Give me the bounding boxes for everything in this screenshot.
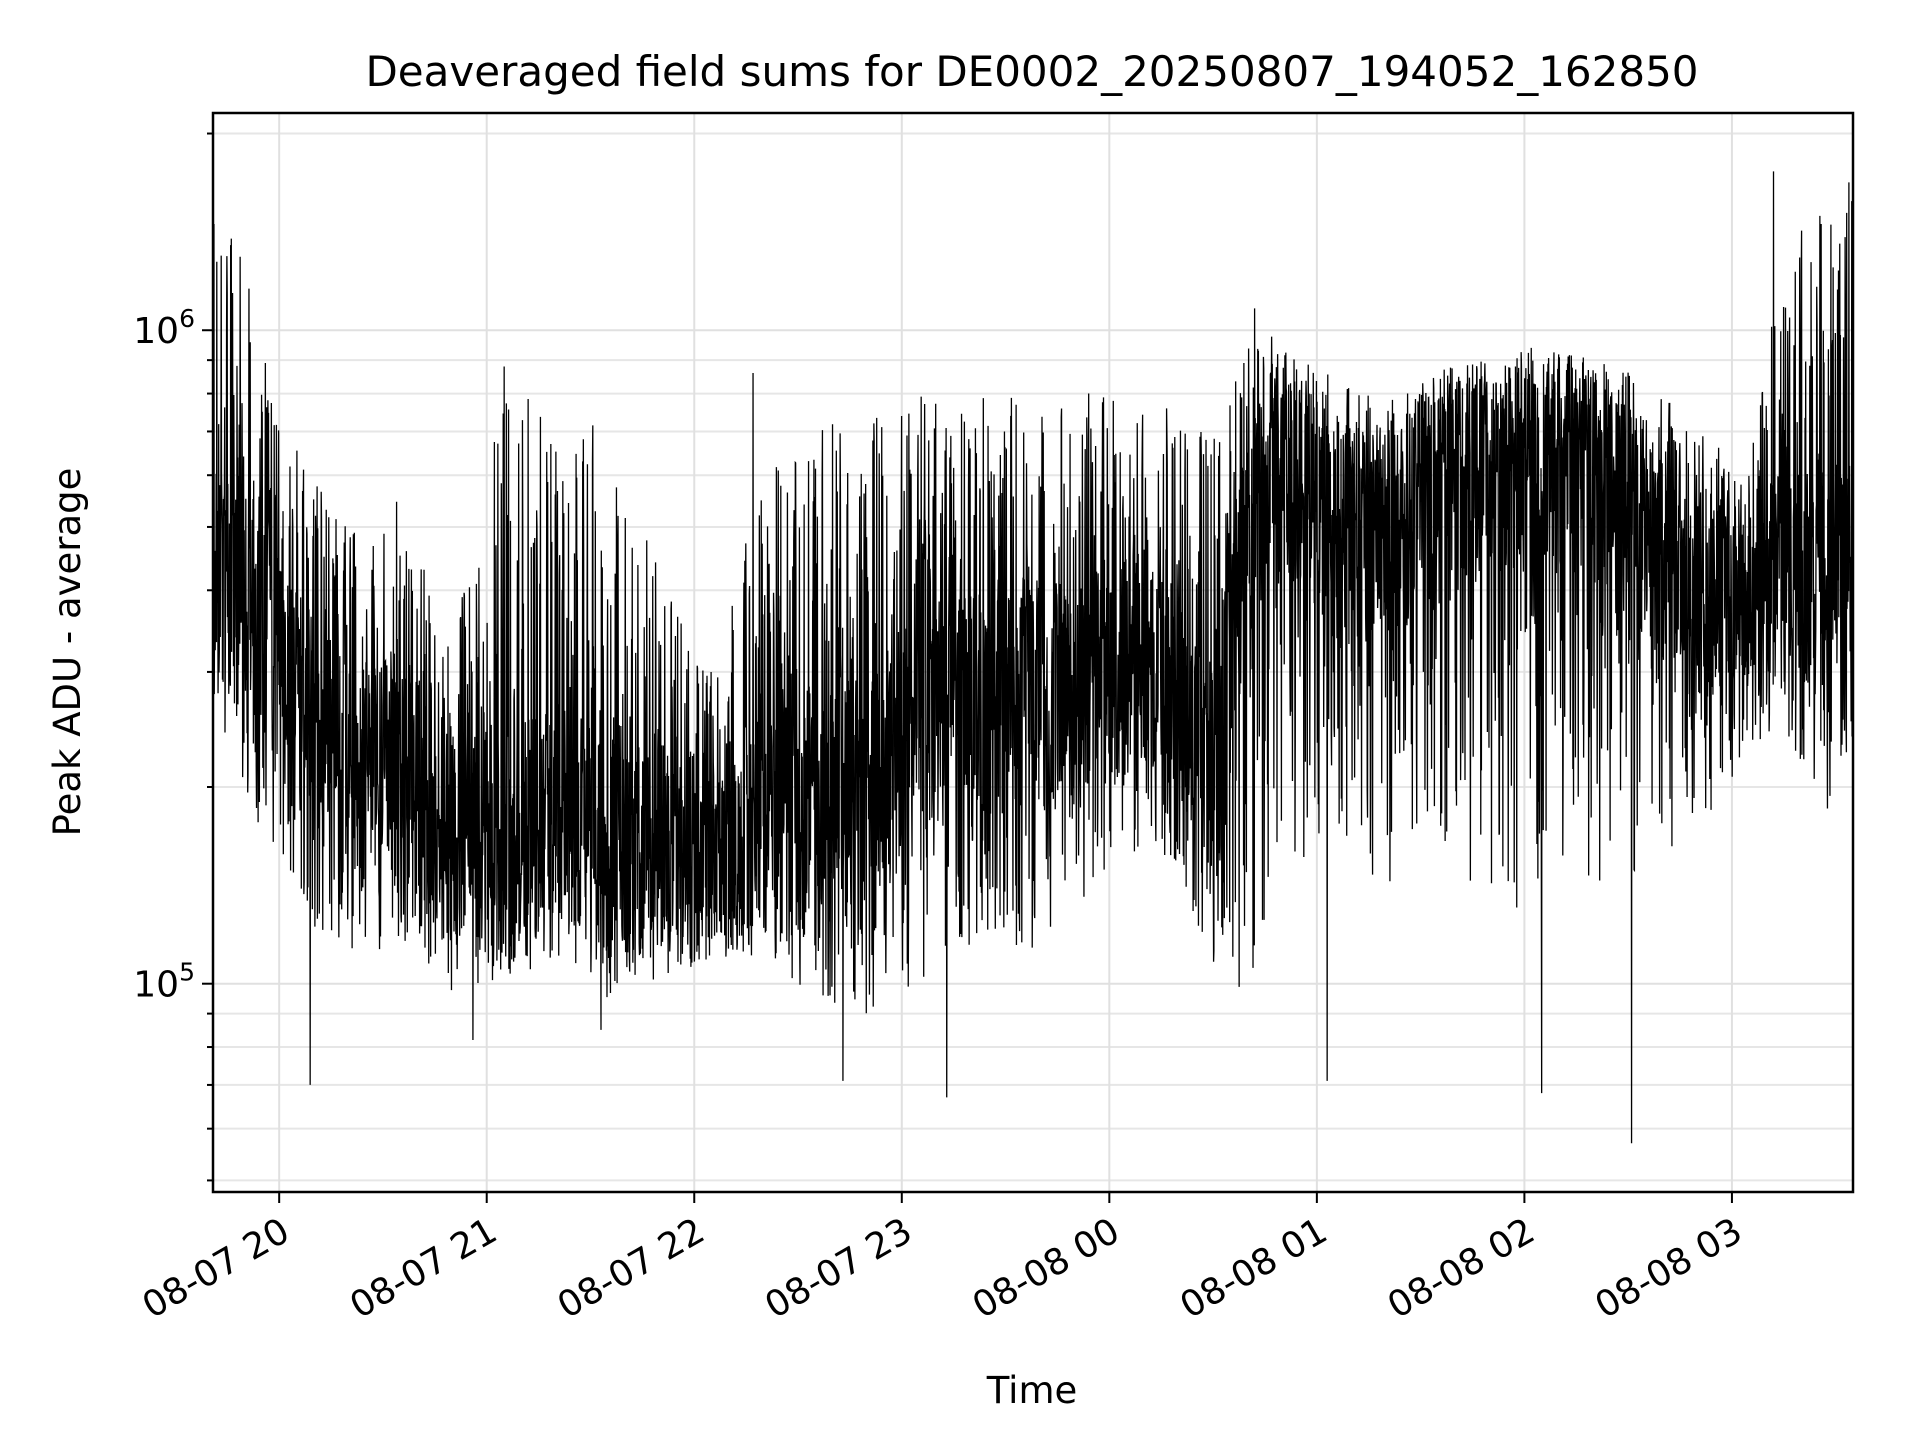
- series-line: [212, 171, 1854, 1144]
- y-tick-label: 106: [133, 304, 195, 352]
- plot-frame: [211, 111, 1855, 1194]
- y-tick-label-exponent: 6: [179, 304, 195, 333]
- y-tick-label-base: 10: [133, 311, 179, 352]
- series-group: [212, 171, 1854, 1144]
- y-tick-label-exponent: 5: [179, 958, 195, 987]
- x-axis-label: Time: [986, 1369, 1078, 1412]
- chart-title: Deaveraged field sums for DE0002_2025080…: [365, 47, 1698, 96]
- y-tick-label-base: 10: [133, 965, 179, 1006]
- y-tick-label: 105: [133, 958, 195, 1006]
- y-axis-label: Peak ADU - average: [46, 468, 89, 837]
